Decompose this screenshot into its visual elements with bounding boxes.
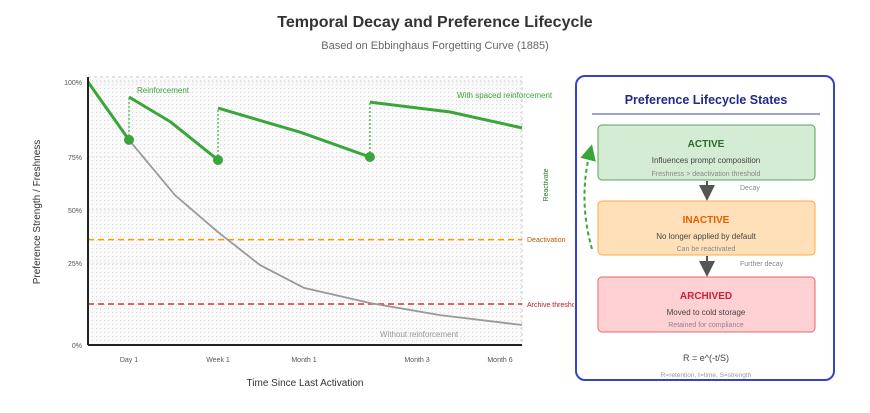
- state-active-box: [597, 124, 816, 181]
- x-ticks: Day 1 Week 1 Month 1 Month 3 Month 6: [120, 357, 513, 364]
- x-axis-label: Time Since Last Activation: [247, 378, 364, 389]
- reactivate-arrow-icon: [580, 144, 596, 250]
- series-with-reinforcement-segment: [369, 100, 523, 130]
- y-tick-label: 50%: [68, 208, 82, 215]
- state-archived: ARCHIVED Moved to cold storage Retained …: [597, 276, 816, 333]
- y-tick-label: 25%: [68, 261, 82, 268]
- reinforcement-point: [364, 152, 375, 162]
- y-tick-label: 75%: [68, 155, 82, 162]
- threshold-lines: [88, 238, 522, 305]
- state-inactive-name: INACTIVE: [683, 215, 730, 226]
- state-active-note: Freshness > deactivation threshold: [652, 171, 761, 178]
- state-archived-note: Retained for compliance: [668, 322, 744, 329]
- state-inactive-desc: No longer applied by default: [656, 232, 756, 241]
- series-layer: [86, 81, 523, 326]
- y-tick-label: 0%: [72, 343, 82, 350]
- state-archived-name: ARCHIVED: [680, 291, 732, 302]
- state-active: ACTIVE Influences prompt composition Fre…: [597, 124, 816, 181]
- state-inactive: INACTIVE No longer applied by default Ca…: [597, 200, 816, 256]
- reinforcement-point: [213, 154, 223, 165]
- x-tick-label: Month 6: [487, 357, 512, 364]
- annotation-reactivate: Reactivate: [543, 168, 550, 201]
- series-with-reinforcement-segment: [86, 81, 131, 141]
- threshold-label-archive: Archive threshold: [527, 302, 581, 309]
- x-tick-label: Day 1: [120, 357, 138, 364]
- state-active-name: ACTIVE: [688, 139, 725, 150]
- lifecycle-title: Preference Lifecycle States: [625, 93, 788, 107]
- series-with-reinforcement-segment: [217, 106, 371, 159]
- state-inactive-note: Can be reactivated: [677, 246, 736, 253]
- x-tick-label: Week 1: [206, 357, 230, 364]
- plot-area: [88, 77, 522, 345]
- transition-further-decay: Further decay: [740, 261, 784, 268]
- y-axis-label: Preference Strength / Freshness: [32, 140, 43, 285]
- annotation-reinforcement: Reinforcement: [137, 86, 190, 95]
- threshold-label-deactivation: Deactivation: [527, 237, 566, 244]
- figure-title: Temporal Decay and Preference Lifecycle: [277, 14, 593, 31]
- annotation-without-reinforcement: Without reinforcement: [380, 330, 459, 339]
- state-inactive-box: [597, 200, 816, 256]
- annotation-with-reinforcement: With spaced reinforcement: [457, 91, 553, 100]
- transition-decay: Decay: [740, 185, 760, 192]
- x-tick-label: Month 3: [404, 357, 429, 364]
- state-archived-box: [597, 276, 816, 333]
- x-tick-label: Month 1: [291, 357, 316, 364]
- formula-legend: R=retention, t=time, S=strength: [661, 372, 752, 379]
- state-active-desc: Influences prompt composition: [652, 156, 761, 165]
- y-ticks: 100% 75% 50% 25% 0%: [64, 80, 82, 350]
- series-without-reinforcement: [87, 81, 523, 326]
- state-archived-desc: Moved to cold storage: [667, 308, 746, 317]
- figure-subtitle: Based on Ebbinghaus Forgetting Curve (18…: [321, 40, 548, 52]
- reinforcement-point: [124, 134, 134, 145]
- y-tick-label: 100%: [64, 80, 82, 87]
- formula: R = e^(-t/S): [683, 353, 729, 363]
- series-with-reinforcement-segment: [128, 95, 219, 162]
